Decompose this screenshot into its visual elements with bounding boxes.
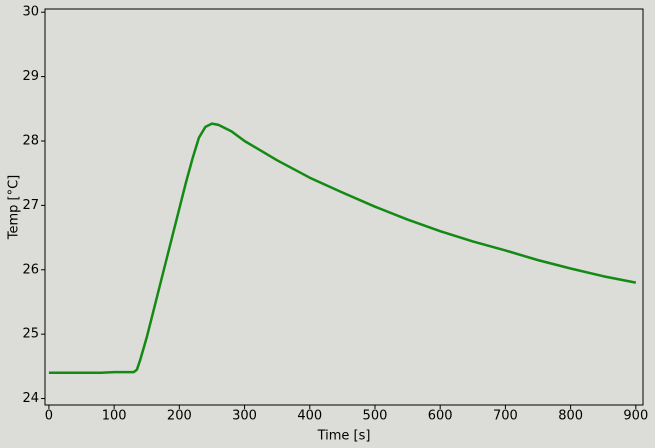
x-tick-label: 500 <box>363 409 388 424</box>
x-tick-label: 800 <box>558 409 583 424</box>
x-tick-label: 700 <box>493 409 518 424</box>
y-tick-label: 27 <box>22 198 39 213</box>
x-tick-label: 200 <box>167 409 192 424</box>
y-tick-label: 28 <box>22 134 39 149</box>
y-tick-label: 26 <box>22 262 39 277</box>
x-axis-label: Time [s] <box>317 429 371 444</box>
y-tick-label: 25 <box>22 327 39 342</box>
x-tick-label: 0 <box>45 409 53 424</box>
y-axis-label: Temp [°C] <box>7 175 22 241</box>
x-tick-label: 100 <box>102 409 127 424</box>
x-tick-label: 600 <box>428 409 453 424</box>
y-tick-label: 24 <box>22 391 39 406</box>
y-tick-label: 30 <box>22 5 39 20</box>
x-tick-label: 900 <box>623 409 648 424</box>
plot-area <box>44 8 644 406</box>
x-tick-label: 400 <box>297 409 322 424</box>
x-tick-label: 300 <box>232 409 257 424</box>
data-line <box>48 122 637 375</box>
y-tick-label: 29 <box>22 69 39 84</box>
